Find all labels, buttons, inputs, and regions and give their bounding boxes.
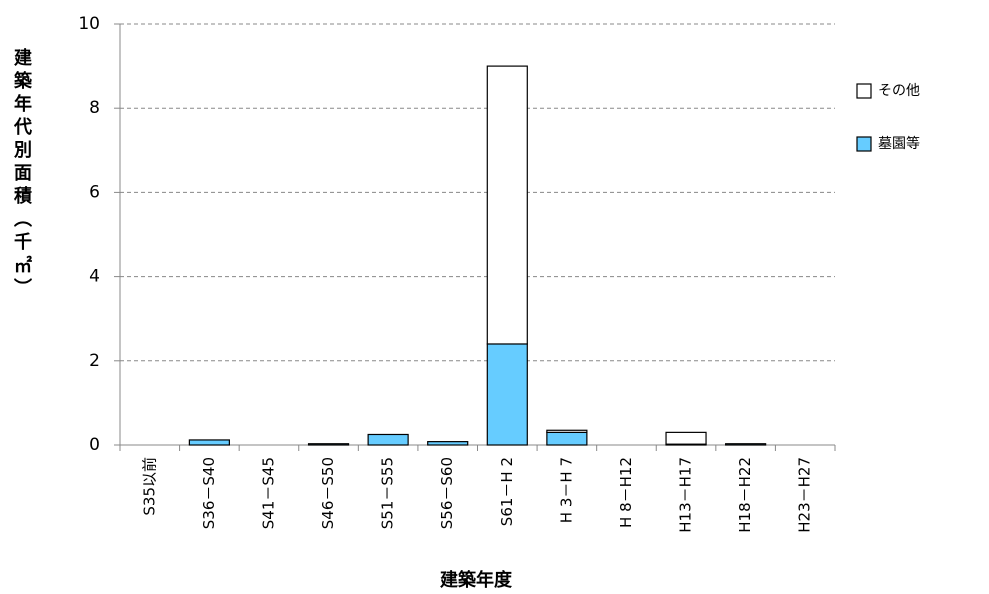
x-tick-label: S56－S60 bbox=[438, 457, 456, 529]
y-axis-label: 建築年代別面積（千㎡） bbox=[11, 48, 32, 301]
x-tick-label: S46－S50 bbox=[319, 457, 337, 529]
bar-segment bbox=[725, 443, 767, 446]
x-tick-label: S35以前 bbox=[140, 457, 158, 516]
bar-segment bbox=[367, 433, 409, 446]
y-tick-label: 6 bbox=[89, 182, 100, 202]
bar-segment bbox=[307, 443, 350, 446]
x-tick-label: H23－H27 bbox=[796, 457, 814, 533]
legend-label: その他 bbox=[878, 83, 920, 99]
y-tick-label: 2 bbox=[89, 351, 100, 371]
bar-segment bbox=[546, 429, 588, 433]
bar-segment bbox=[546, 431, 588, 446]
y-tick-label: 8 bbox=[89, 98, 100, 118]
bar-segment bbox=[188, 439, 230, 446]
x-tick-label: S51－S55 bbox=[379, 457, 397, 529]
y-tick-label: 4 bbox=[89, 267, 100, 287]
y-tick-label: 10 bbox=[78, 14, 100, 34]
y-tick-label: 0 bbox=[89, 435, 100, 455]
x-tick-label: H13－H17 bbox=[677, 457, 695, 533]
x-tick-label: S36－S40 bbox=[200, 457, 218, 529]
x-tick-label: H18－H22 bbox=[736, 457, 754, 533]
x-axis-label: 建築年度 bbox=[440, 569, 513, 591]
x-tick-label: H 3－H 7 bbox=[557, 457, 575, 523]
x-tick-label: S41－S45 bbox=[259, 457, 277, 529]
legend-swatch bbox=[856, 83, 872, 99]
x-tick-label: H 8－H12 bbox=[617, 457, 635, 528]
bar-segment bbox=[486, 65, 528, 345]
legend-label: 墓園等 bbox=[878, 135, 920, 152]
legend-swatch bbox=[856, 136, 872, 152]
bar-segment bbox=[665, 431, 707, 445]
bar-segment bbox=[427, 441, 469, 446]
bar-segment bbox=[486, 343, 528, 446]
x-tick-label: S61－H 2 bbox=[498, 457, 516, 526]
